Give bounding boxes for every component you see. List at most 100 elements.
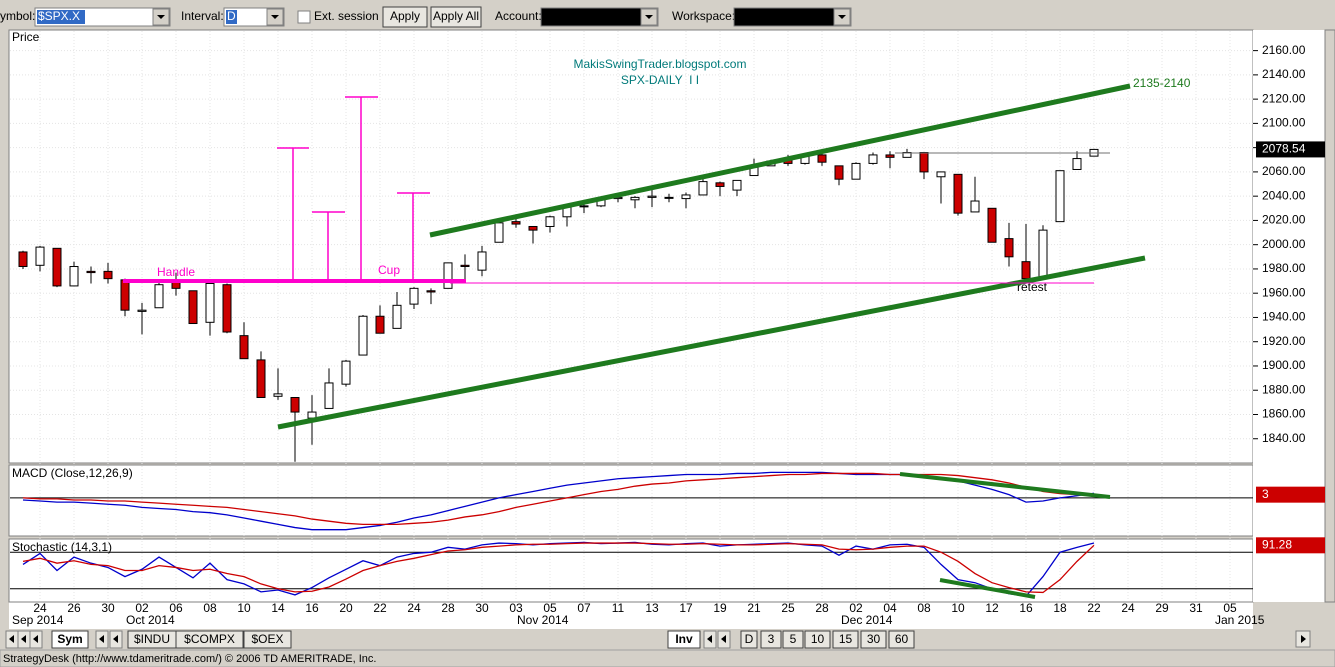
candle-body	[222, 284, 232, 333]
candle-body	[239, 335, 249, 360]
candle-body	[868, 154, 878, 164]
candle-body	[205, 282, 215, 323]
x-tick-label: 26	[67, 601, 81, 615]
x-tick-label: 02	[849, 601, 863, 615]
macd-divergence	[899, 472, 1111, 499]
candle-body	[307, 411, 317, 419]
tab-label: 60	[895, 632, 909, 646]
tab[interactable]	[51, 630, 89, 649]
x-tick-label: 29	[1155, 601, 1169, 615]
candle-body	[273, 393, 283, 397]
apply-button[interactable]	[382, 6, 428, 28]
left-strip	[0, 30, 8, 602]
candle-body	[18, 251, 28, 268]
x-tick-label: 22	[1087, 601, 1101, 615]
x-tick-label: 16	[305, 601, 319, 615]
tab-label: 10	[811, 632, 825, 646]
ext-session-checkbox[interactable]	[297, 10, 311, 24]
tab[interactable]	[860, 630, 887, 649]
indicator-title: Stochastic (14,3,1)	[12, 540, 112, 554]
x-tick-label: 31	[1189, 601, 1203, 615]
x-tick-label: 21	[747, 601, 761, 615]
x-tick-label: 10	[237, 601, 251, 615]
last-value-box	[1256, 537, 1325, 554]
y-tick-label: 2100.00	[1262, 116, 1306, 130]
tab[interactable]	[804, 630, 831, 649]
status-bar	[0, 649, 1335, 667]
candle-body	[120, 279, 130, 311]
x-tick-label: 14	[271, 601, 285, 615]
macd-pane	[8, 464, 1254, 537]
y-tick-label: 2140.00	[1262, 67, 1306, 81]
y-tick-label: 2060.00	[1262, 164, 1306, 178]
candle-body	[664, 196, 674, 199]
symbol-value: $SPX.X	[38, 9, 80, 23]
interval-value: D	[227, 9, 236, 23]
tab[interactable]	[782, 630, 804, 649]
candle-body	[817, 154, 827, 163]
candle-body	[681, 194, 691, 200]
candle-body	[494, 222, 504, 243]
vertical-scrollbar[interactable]	[1324, 29, 1335, 603]
candle-body	[409, 287, 419, 305]
arrow	[33, 635, 38, 643]
tab-label: $COMPX	[184, 632, 235, 646]
toolbar	[0, 0, 1335, 30]
y-tick-label: 1900.00	[1262, 358, 1306, 372]
candle-body	[987, 207, 997, 243]
arrow	[1301, 635, 1306, 643]
tab-label: $OEX	[251, 632, 283, 646]
y-tick-label: 1980.00	[1262, 261, 1306, 275]
y-tick-label: 2120.00	[1262, 91, 1306, 105]
lower-trendline	[277, 255, 1146, 430]
workspace-select[interactable]	[733, 7, 852, 27]
x-tick-label: 08	[203, 601, 217, 615]
candle-body	[919, 152, 929, 173]
workspace-label: Workspace:	[672, 9, 735, 23]
candle-body	[103, 270, 113, 280]
price-pane	[8, 29, 1254, 464]
x-tick-label: 24	[407, 601, 421, 615]
y-tick-label: 1880.00	[1262, 382, 1306, 396]
apply-all-button[interactable]	[430, 6, 482, 28]
x-tick-label: 03	[509, 601, 523, 615]
dropdown-arrow	[838, 15, 846, 19]
cup-measures	[277, 96, 430, 281]
y-tick-label: 2020.00	[1262, 213, 1306, 227]
candle-body	[834, 165, 844, 180]
candle-body	[1038, 229, 1048, 278]
tab-label: D	[745, 632, 754, 646]
account-select[interactable]	[540, 7, 659, 27]
tab[interactable]	[760, 630, 782, 649]
x-tick-label: 17	[679, 601, 693, 615]
indicator-line	[22, 542, 1095, 594]
tab[interactable]	[740, 630, 758, 649]
tab[interactable]	[667, 630, 701, 649]
arrow	[9, 635, 14, 643]
tab[interactable]	[243, 630, 292, 649]
x-tick-label: 19	[713, 601, 727, 615]
x-tick-label: 13	[645, 601, 659, 615]
x-tick-label: 08	[917, 601, 931, 615]
tab[interactable]	[888, 630, 915, 649]
tab[interactable]	[175, 630, 244, 649]
candle-body	[426, 290, 436, 293]
tab[interactable]	[832, 630, 859, 649]
dropdown-arrow	[157, 15, 165, 19]
x-tick-label: 12	[985, 601, 999, 615]
chart-title: MakisSwingTrader.blogspot.com	[574, 57, 747, 71]
x-tick-label: 30	[475, 601, 489, 615]
candle-body	[477, 251, 487, 271]
x-tick-label: 24	[1121, 601, 1135, 615]
candle-body	[545, 216, 555, 227]
x-tick-label: 28	[815, 601, 829, 615]
last-price-label: 2078.54	[1262, 142, 1306, 156]
candle-body	[936, 171, 946, 178]
x-tick-label: 10	[951, 601, 965, 615]
x-tick-label: 07	[577, 601, 591, 615]
measure-lines	[277, 96, 430, 281]
plot-layer: 1840.00 1860.00 1880.00 1900.00 1920.00 1940.…	[10, 30, 1325, 627]
candle-body	[341, 360, 351, 385]
month-label: Nov 2014	[517, 613, 569, 627]
